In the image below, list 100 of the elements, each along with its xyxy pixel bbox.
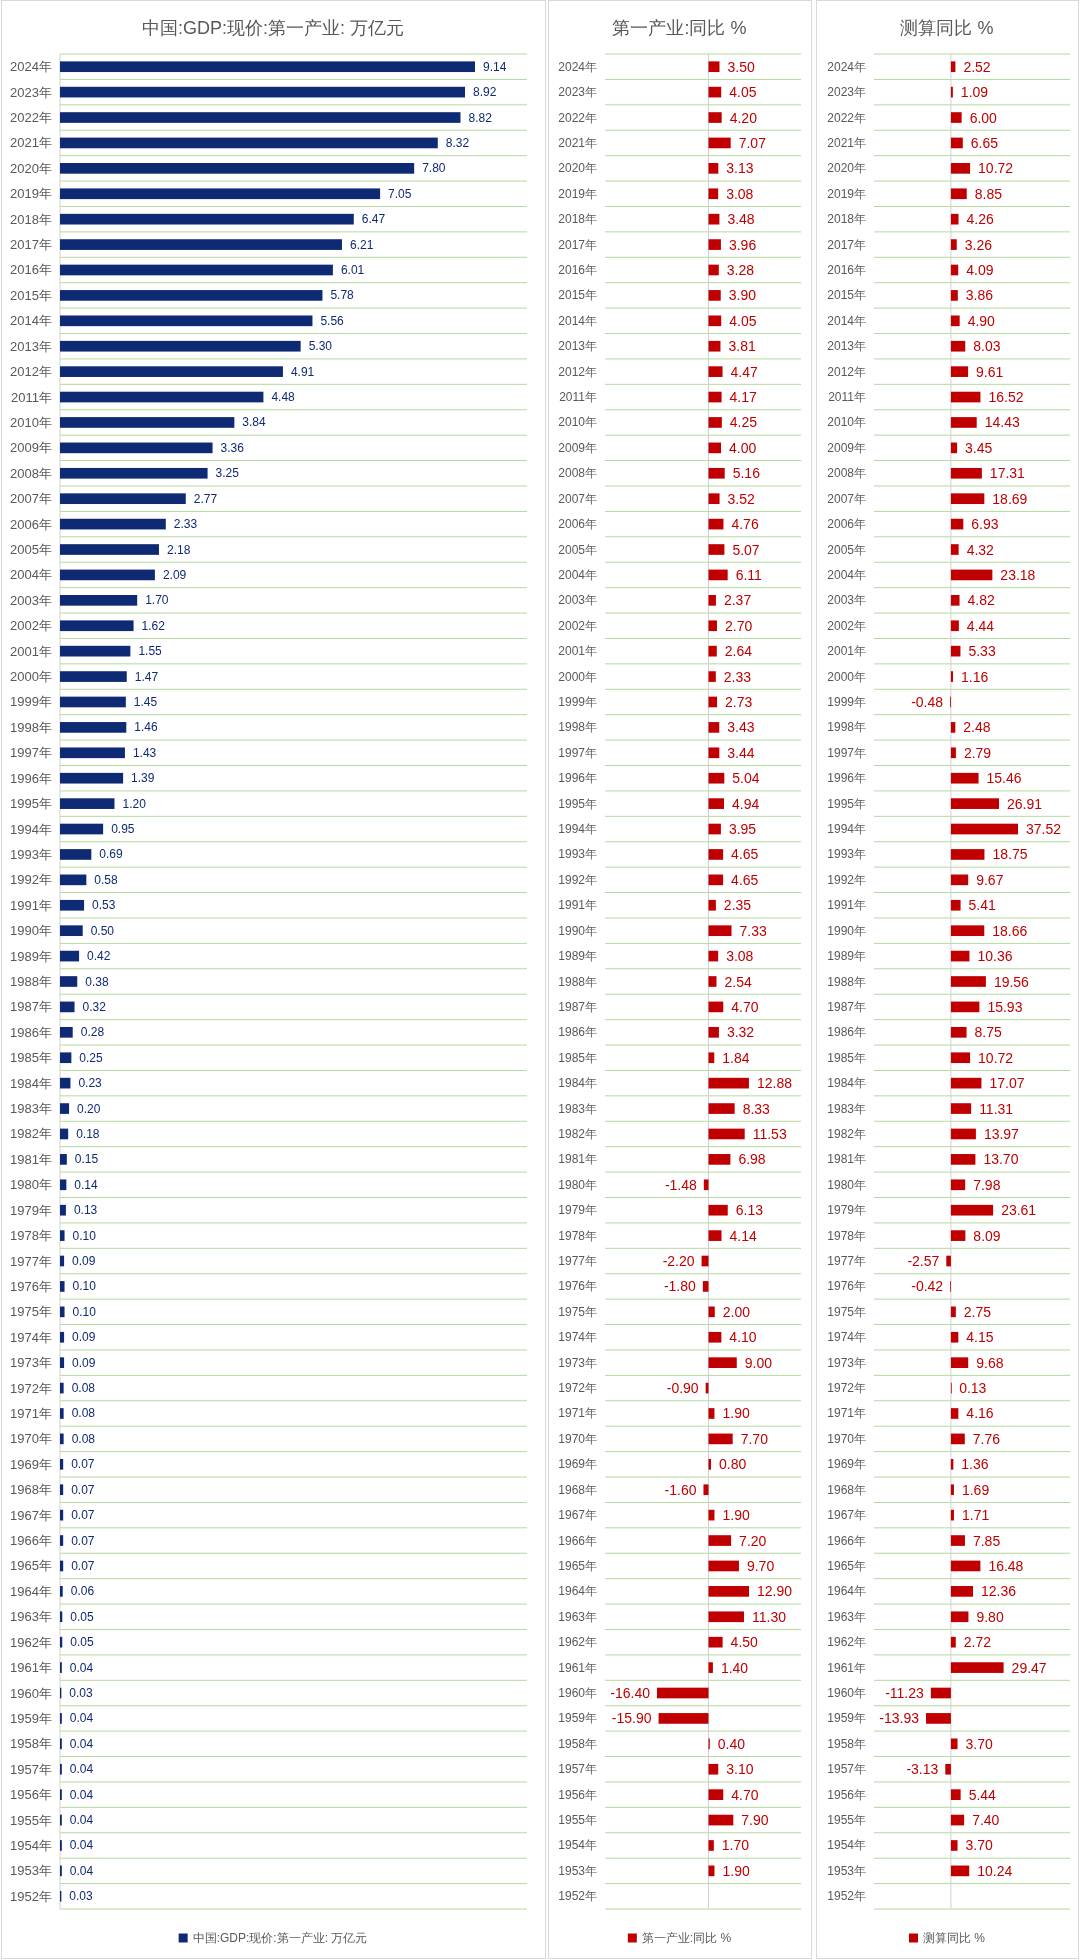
category-label: 1985年: [10, 1050, 52, 1066]
bar: [950, 391, 981, 403]
data-label: 3.70: [965, 1735, 993, 1752]
bar: [950, 1535, 965, 1546]
data-label: 10.36: [977, 948, 1013, 965]
category-label: 2005年: [558, 542, 597, 557]
category-label: 1967年: [558, 1508, 597, 1523]
category-label: 1958年: [827, 1736, 866, 1751]
category-label: 1993年: [558, 847, 597, 862]
data-label: 18.75: [992, 846, 1028, 863]
category-label: 1957年: [558, 1762, 597, 1777]
category-label: 1969年: [10, 1456, 52, 1472]
category-label: 2003年: [558, 593, 597, 608]
category-label: 1992年: [10, 872, 52, 888]
data-label: 0.05: [70, 1609, 94, 1624]
data-label: 4.00: [729, 439, 757, 456]
category-label: 1988年: [827, 974, 866, 989]
data-label: 3.25: [215, 466, 239, 481]
data-label: 10.24: [977, 1862, 1013, 1879]
data-label: 4.48: [271, 390, 295, 405]
category-label: 2022年: [10, 110, 52, 126]
data-label: 3.43: [727, 719, 755, 736]
bar: [60, 747, 125, 759]
bar: [60, 290, 323, 301]
category-label: 1971年: [827, 1406, 866, 1421]
category-label: 1984年: [558, 1076, 597, 1091]
category-label: 2015年: [558, 288, 597, 303]
category-label: 1956年: [827, 1787, 866, 1802]
category-label: 1954年: [558, 1838, 597, 1853]
category-label: 1957年: [10, 1761, 52, 1777]
data-label: 7.40: [972, 1812, 1000, 1829]
category-label: 2011年: [11, 389, 52, 405]
category-label: 1976年: [558, 1279, 597, 1294]
bar: [950, 467, 982, 479]
bar: [60, 1535, 64, 1546]
category-label: 1961年: [558, 1660, 597, 1675]
data-label: 7.85: [972, 1532, 1001, 1549]
bar: [950, 1026, 967, 1038]
data-label: 5.56: [320, 313, 344, 328]
category-label: 1964年: [558, 1584, 597, 1599]
bar: [946, 1255, 951, 1267]
category-label: 1986年: [827, 1025, 866, 1040]
bar: [708, 518, 724, 530]
bar: [708, 315, 722, 327]
bar: [60, 366, 283, 377]
bar: [950, 1738, 958, 1750]
bar: [950, 1128, 976, 1140]
data-label: 1.90: [722, 1405, 750, 1422]
category-label: 1952年: [827, 1889, 866, 1904]
category-label: 2013年: [827, 339, 866, 354]
category-label: 1963年: [10, 1609, 52, 1625]
category-label: 1986年: [10, 1024, 52, 1040]
category-label: 2015年: [827, 288, 866, 303]
data-label: 0.07: [71, 1482, 95, 1497]
data-label: -11.23: [885, 1685, 924, 1701]
data-label: 23.18: [1000, 566, 1036, 583]
category-label: 1980年: [558, 1177, 597, 1192]
data-label: 0.09: [72, 1330, 96, 1345]
category-label: 1961年: [10, 1660, 52, 1676]
category-label: 2016年: [10, 262, 52, 278]
data-label: 2.52: [963, 58, 991, 75]
category-label: 1992年: [827, 872, 866, 887]
data-label: 9.00: [744, 1354, 772, 1371]
bar: [708, 86, 722, 98]
data-label: 3.44: [727, 744, 755, 761]
bar: [60, 188, 381, 200]
category-label: 1971年: [10, 1406, 52, 1421]
data-label: 6.93: [971, 516, 999, 533]
data-label: 0.04: [69, 1863, 94, 1878]
bar: [708, 61, 720, 73]
bar: [702, 1281, 709, 1292]
bar: [950, 1052, 971, 1064]
data-label: 0.04: [69, 1813, 94, 1828]
data-label: 0.07: [71, 1457, 95, 1472]
data-label: 1.90: [722, 1507, 750, 1524]
data-label: 3.08: [726, 185, 754, 202]
category-label: 1954年: [827, 1838, 866, 1853]
category-label: 2009年: [827, 440, 866, 455]
category-label: 1960年: [10, 1685, 52, 1701]
bar: [60, 671, 127, 682]
category-label: 1960年: [827, 1686, 866, 1700]
bar: [708, 595, 716, 606]
data-label: 7.90: [741, 1812, 769, 1829]
data-label: 1.39: [131, 771, 155, 786]
data-label: -1.48: [664, 1176, 697, 1193]
category-label: 1953年: [10, 1863, 52, 1879]
category-label: 1977年: [10, 1253, 52, 1269]
data-label: 4.50: [730, 1634, 758, 1651]
data-label: -2.20: [662, 1253, 695, 1269]
bar: [708, 1408, 715, 1419]
data-label: 2.00: [722, 1303, 750, 1320]
data-label: 10.72: [978, 1049, 1014, 1066]
bar: [950, 671, 953, 682]
bar: [708, 1814, 734, 1826]
bar: [60, 874, 87, 886]
bar: [950, 188, 967, 200]
category-label: 2012年: [558, 364, 597, 379]
category-label: 2008年: [558, 466, 597, 481]
category-label: 2003年: [827, 593, 866, 608]
bar: [60, 772, 124, 784]
